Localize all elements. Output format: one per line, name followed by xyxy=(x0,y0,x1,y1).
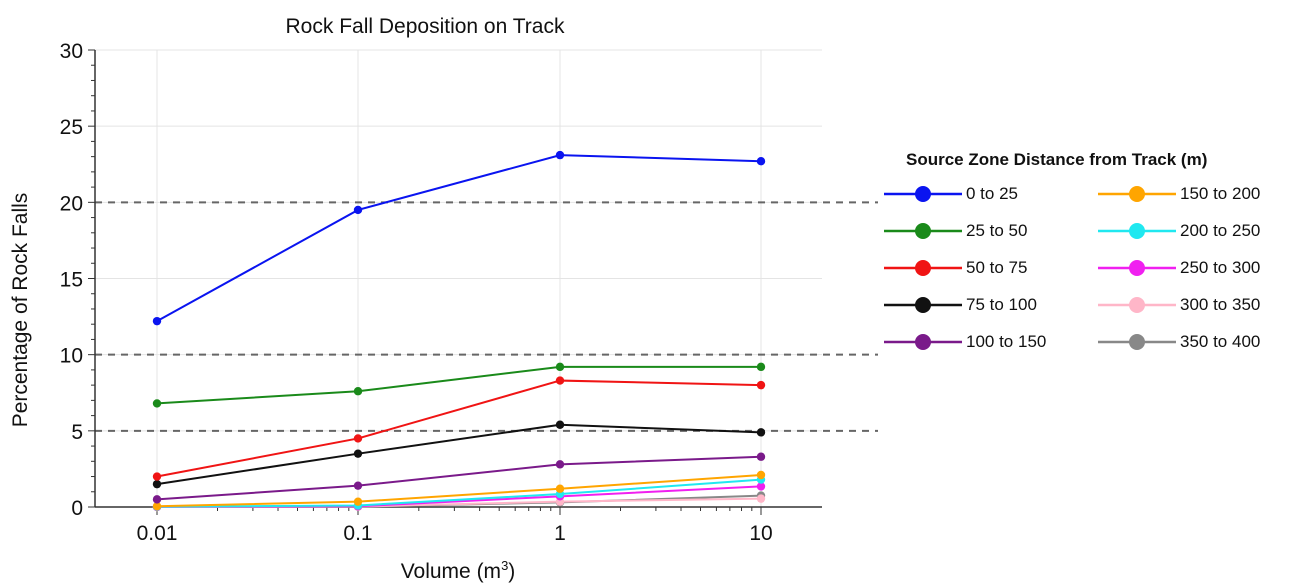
y-tick-label: 20 xyxy=(60,192,83,215)
legend-item: 200 to 250 xyxy=(1098,216,1288,246)
data-point xyxy=(756,482,766,491)
x-axis-label: Volume (m3) xyxy=(401,558,516,583)
legend-label: 300 to 350 xyxy=(1180,295,1261,314)
data-point xyxy=(152,495,162,504)
legend-swatch xyxy=(1098,297,1176,313)
data-point xyxy=(756,380,766,390)
legend-label: 100 to 150 xyxy=(966,332,1047,351)
legend-label: 200 to 250 xyxy=(1180,221,1261,240)
legend-item: 150 to 200 xyxy=(1098,179,1288,209)
legend-swatch xyxy=(884,334,962,350)
data-point xyxy=(555,420,565,429)
data-point xyxy=(353,387,363,396)
legend-item: 50 to 75 xyxy=(884,253,1098,283)
legend-item: 250 to 300 xyxy=(1098,253,1288,283)
legend-entries: 0 to 25 150 to 200 25 to 50 200 to 250 50 to… xyxy=(884,179,1289,357)
legend-swatch-marker xyxy=(1129,334,1145,350)
series-line xyxy=(156,474,762,508)
legend-swatch-marker xyxy=(1129,223,1145,239)
legend-swatch-marker xyxy=(915,297,931,313)
legend-swatch xyxy=(884,186,962,202)
series-line xyxy=(156,379,762,478)
data-point xyxy=(152,472,162,481)
legend-swatch-marker xyxy=(915,260,931,276)
x-tick-label: 0.1 xyxy=(343,522,372,545)
y-tick-label: 30 xyxy=(60,40,83,63)
legend-swatch-marker xyxy=(1129,297,1145,313)
x-axis-label-close: ) xyxy=(508,560,515,583)
legend-swatch xyxy=(1098,334,1176,350)
data-point xyxy=(152,479,162,489)
data-point xyxy=(152,316,162,326)
legend-swatch-marker xyxy=(915,186,931,202)
legend-swatch xyxy=(884,297,962,313)
legend-swatch xyxy=(1098,186,1176,202)
series-line xyxy=(156,423,762,486)
legend-swatch-marker xyxy=(915,223,931,239)
y-tick-label: 25 xyxy=(60,116,83,139)
x-tick-label: 0.01 xyxy=(137,522,178,545)
data-point xyxy=(353,481,363,490)
series-line xyxy=(156,154,762,323)
legend-swatch xyxy=(884,260,962,276)
data-point xyxy=(555,362,565,372)
series-line xyxy=(156,365,761,405)
chart-title: Rock Fall Deposition on Track xyxy=(286,15,565,38)
series-line xyxy=(156,478,762,508)
legend-label: 250 to 300 xyxy=(1180,258,1261,277)
legend-item: 100 to 150 xyxy=(884,327,1098,357)
legend-swatch xyxy=(884,223,962,239)
legend-item: 25 to 50 xyxy=(884,216,1098,246)
legend-item: 0 to 25 xyxy=(884,179,1098,209)
data-point xyxy=(555,150,565,160)
legend-swatch xyxy=(1098,260,1176,276)
legend-swatch-marker xyxy=(915,334,931,350)
y-axis-label: Percentage of Rock Falls xyxy=(9,193,32,428)
legend-label: 75 to 100 xyxy=(966,295,1037,314)
legend-swatch-marker xyxy=(1129,260,1145,276)
y-axis-ticks: 0 5 10 15 20 25 30 xyxy=(60,40,95,520)
series-line xyxy=(156,455,762,501)
data-point xyxy=(152,399,162,408)
x-tick-label: 1 xyxy=(554,522,566,545)
data-point xyxy=(756,428,766,437)
reference-lines xyxy=(95,201,878,432)
data-point xyxy=(353,205,363,215)
data-point xyxy=(353,449,363,458)
legend-item: 75 to 100 xyxy=(884,290,1098,320)
legend-swatch-marker xyxy=(1129,186,1145,202)
legend-title: Source Zone Distance from Track (m) xyxy=(906,150,1208,169)
data-point xyxy=(756,362,766,372)
data-point xyxy=(353,434,363,443)
series-group xyxy=(152,150,766,512)
y-tick-label: 5 xyxy=(71,421,83,444)
data-point xyxy=(152,502,162,511)
data-point xyxy=(555,460,565,469)
legend-label: 50 to 75 xyxy=(966,258,1028,277)
y-tick-label: 15 xyxy=(60,269,83,292)
legend-label: 0 to 25 xyxy=(966,184,1018,203)
y-tick-label: 10 xyxy=(60,345,83,368)
legend-label: 25 to 50 xyxy=(966,221,1028,240)
x-axis-label-superscript: 3 xyxy=(501,558,508,573)
legend-item: 300 to 350 xyxy=(1098,290,1288,320)
legend-label: 150 to 200 xyxy=(1180,184,1261,203)
x-axis-label-main: Volume (m xyxy=(401,560,501,583)
data-point xyxy=(756,470,766,480)
data-point xyxy=(353,497,363,506)
data-point xyxy=(756,157,766,166)
data-point xyxy=(555,376,565,385)
x-axis-ticks: 0.01 0.1 1 10 xyxy=(137,507,773,545)
legend-label: 350 to 400 xyxy=(1180,332,1261,351)
x-tick-label: 10 xyxy=(749,522,772,545)
data-point xyxy=(756,452,766,461)
y-tick-label: 0 xyxy=(71,497,83,520)
chart-plot: Rock Fall Deposition on Track 0 5 10 15 20 25… xyxy=(9,15,878,583)
data-point xyxy=(555,484,565,493)
legend-item: 350 to 400 xyxy=(1098,327,1288,357)
legend: Source Zone Distance from Track (m) 0 to… xyxy=(884,150,1289,357)
legend-swatch xyxy=(1098,223,1176,239)
data-point xyxy=(756,494,766,503)
